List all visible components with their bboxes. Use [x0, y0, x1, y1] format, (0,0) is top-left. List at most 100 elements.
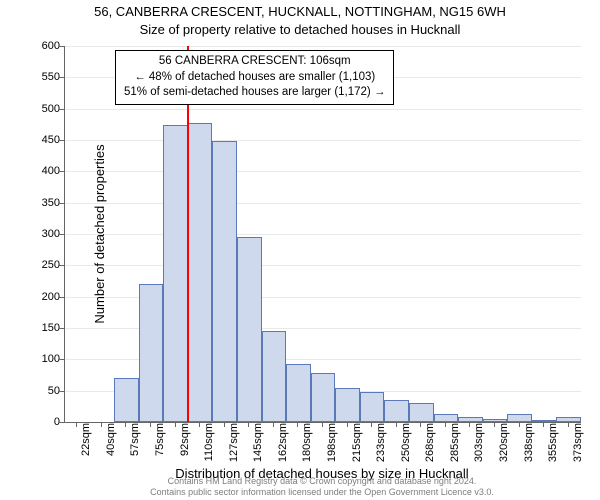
x-tick-mark: [519, 422, 520, 427]
y-tick-label: 0: [12, 416, 60, 428]
histogram-bar: [212, 141, 237, 422]
y-tick-mark: [59, 265, 64, 266]
info-line1: 56 CANBERRA CRESCENT: 106sqm: [124, 54, 385, 70]
x-tick-mark: [224, 422, 225, 427]
y-tick-mark: [59, 297, 64, 298]
x-tick-label: 355sqm: [547, 423, 559, 463]
histogram-bar: [458, 417, 483, 422]
x-tick-mark: [150, 422, 151, 427]
histogram-bar: [262, 331, 287, 422]
x-tick-mark: [175, 422, 176, 427]
histogram-bar: [139, 284, 164, 422]
info-box: 56 CANBERRA CRESCENT: 106sqm← 48% of det…: [115, 50, 394, 105]
footer-line2: Contains public sector information licen…: [150, 487, 494, 497]
histogram-bar: [237, 237, 262, 422]
x-tick-label: 373sqm: [572, 423, 584, 463]
x-tick-label: 162sqm: [277, 423, 289, 463]
x-tick-label: 40sqm: [105, 423, 117, 463]
x-tick-label: 250sqm: [400, 423, 412, 463]
histogram-bar: [409, 403, 434, 422]
info-line2: ← 48% of detached houses are smaller (1,…: [124, 70, 385, 86]
x-tick-label: 22sqm: [80, 423, 92, 463]
histogram-bar: [114, 378, 139, 422]
x-tick-mark: [248, 422, 249, 427]
y-tick-label: 50: [12, 385, 60, 397]
x-tick-mark: [371, 422, 372, 427]
y-tick-label: 100: [12, 353, 60, 365]
y-tick-label: 400: [12, 165, 60, 177]
y-tick-mark: [59, 46, 64, 47]
histogram-bar: [188, 123, 213, 422]
gridline: [65, 109, 581, 110]
histogram-bar: [507, 414, 532, 422]
x-tick-mark: [125, 422, 126, 427]
y-tick-label: 600: [12, 40, 60, 52]
y-tick-mark: [59, 328, 64, 329]
histogram-bar: [286, 364, 311, 422]
y-tick-mark: [59, 140, 64, 141]
x-tick-mark: [76, 422, 77, 427]
x-tick-label: 180sqm: [301, 423, 313, 463]
x-tick-label: 320sqm: [498, 423, 510, 463]
x-tick-mark: [543, 422, 544, 427]
y-tick-mark: [59, 109, 64, 110]
gridline: [65, 265, 581, 266]
y-tick-mark: [59, 203, 64, 204]
chart-container: { "titles": { "line1": "56, CANBERRA CRE…: [0, 0, 600, 500]
histogram-bar: [311, 373, 336, 422]
x-tick-label: 268sqm: [424, 423, 436, 463]
x-tick-label: 338sqm: [523, 423, 535, 463]
y-tick-label: 200: [12, 291, 60, 303]
y-tick-mark: [59, 77, 64, 78]
y-tick-label: 350: [12, 197, 60, 209]
gridline: [65, 171, 581, 172]
histogram-bar: [335, 388, 360, 422]
x-tick-label: 92sqm: [179, 423, 191, 463]
x-tick-label: 285sqm: [449, 423, 461, 463]
histogram-bar: [556, 417, 581, 422]
y-tick-label: 550: [12, 71, 60, 83]
x-tick-mark: [347, 422, 348, 427]
x-tick-label: 198sqm: [326, 423, 338, 463]
x-tick-mark: [273, 422, 274, 427]
y-tick-label: 300: [12, 228, 60, 240]
y-tick-mark: [59, 171, 64, 172]
x-tick-label: 145sqm: [252, 423, 264, 463]
x-tick-mark: [568, 422, 569, 427]
x-tick-label: 127sqm: [228, 423, 240, 463]
x-tick-mark: [494, 422, 495, 427]
x-tick-mark: [445, 422, 446, 427]
x-tick-mark: [101, 422, 102, 427]
histogram-bar: [163, 125, 188, 422]
x-tick-mark: [199, 422, 200, 427]
histogram-bar: [360, 392, 385, 422]
y-tick-mark: [59, 422, 64, 423]
y-tick-label: 500: [12, 103, 60, 115]
gridline: [65, 203, 581, 204]
x-tick-label: 75sqm: [154, 423, 166, 463]
x-tick-label: 110sqm: [203, 423, 215, 463]
y-axis-label: Number of detached properties: [92, 144, 107, 323]
x-tick-label: 57sqm: [129, 423, 141, 463]
x-tick-mark: [420, 422, 421, 427]
histogram-bar: [434, 414, 459, 422]
y-tick-mark: [59, 359, 64, 360]
gridline: [65, 46, 581, 47]
footer-line1: Contains HM Land Registry data © Crown c…: [168, 476, 477, 486]
gridline: [65, 140, 581, 141]
chart-title-line1: 56, CANBERRA CRESCENT, HUCKNALL, NOTTING…: [0, 4, 600, 19]
gridline: [65, 234, 581, 235]
y-tick-label: 150: [12, 322, 60, 334]
x-tick-label: 233sqm: [375, 423, 387, 463]
x-tick-mark: [396, 422, 397, 427]
footer-attribution: Contains HM Land Registry data © Crown c…: [64, 476, 580, 498]
info-line3: 51% of semi-detached houses are larger (…: [124, 85, 385, 101]
x-tick-mark: [297, 422, 298, 427]
y-tick-mark: [59, 234, 64, 235]
y-tick-label: 250: [12, 259, 60, 271]
x-tick-mark: [469, 422, 470, 427]
x-tick-label: 215sqm: [351, 423, 363, 463]
chart-title-line2: Size of property relative to detached ho…: [0, 22, 600, 37]
y-tick-mark: [59, 391, 64, 392]
x-tick-label: 303sqm: [473, 423, 485, 463]
